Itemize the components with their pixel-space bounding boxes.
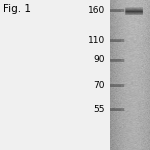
Bar bbox=[110, 10, 121, 12]
Bar bbox=[110, 85, 121, 87]
Text: 70: 70 bbox=[93, 81, 105, 90]
Bar bbox=[110, 59, 121, 61]
Bar bbox=[110, 40, 121, 42]
Text: 90: 90 bbox=[93, 56, 105, 64]
Bar bbox=[110, 109, 121, 111]
Text: 160: 160 bbox=[88, 6, 105, 15]
Text: 110: 110 bbox=[88, 36, 105, 45]
Text: 55: 55 bbox=[93, 105, 105, 114]
Bar bbox=[0, 0, 110, 150]
Text: Fig. 1: Fig. 1 bbox=[3, 4, 31, 15]
